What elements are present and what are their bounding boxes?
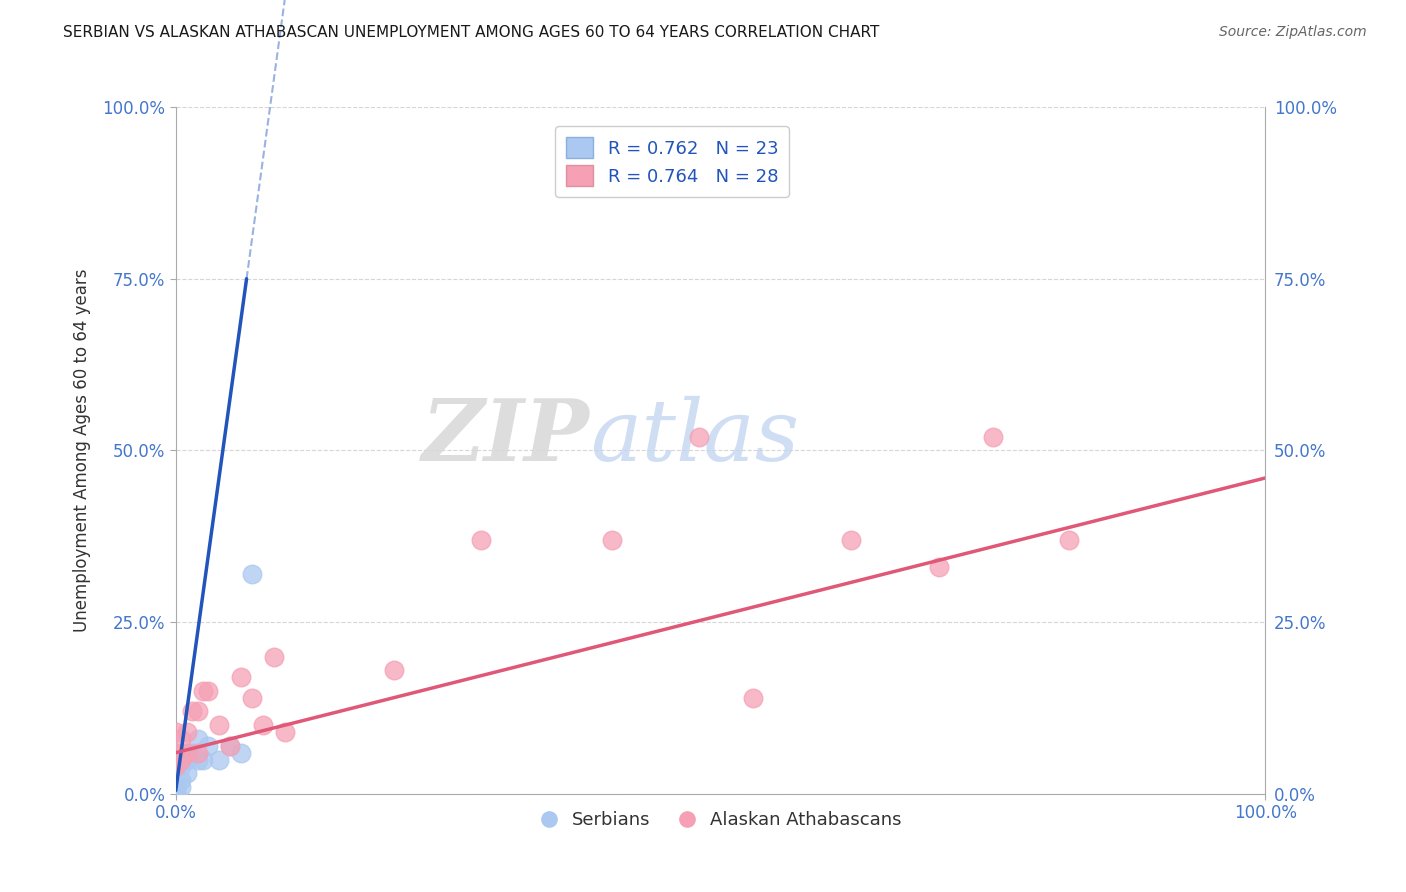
Point [219,739,242,753]
Y-axis label: Unemployment Among Ages 60 to 64 years: Unemployment Among Ages 60 to 64 years [73,268,91,632]
Text: SERBIAN VS ALASKAN ATHABASCAN UNEMPLOYMENT AMONG AGES 60 TO 64 YEARS CORRELATION: SERBIAN VS ALASKAN ATHABASCAN UNEMPLOYME… [63,25,880,40]
Point [176,766,198,780]
Point [181,746,204,760]
Point [176,725,198,739]
Point [165,746,187,760]
Point [742,690,765,705]
Point [176,746,198,760]
Point [170,780,193,794]
Point [382,663,405,677]
Point [928,560,950,574]
Point [274,725,297,739]
Point [165,787,187,801]
Point [165,787,187,801]
Text: ZIP: ZIP [422,395,591,478]
Point [240,567,263,582]
Point [219,739,242,753]
Point [165,783,187,797]
Point [170,731,193,746]
Point [176,753,198,767]
Point [165,787,187,801]
Point [208,753,231,767]
Point [170,753,193,767]
Point [1057,533,1080,547]
Point [186,746,209,760]
Point [170,759,193,773]
Point [176,746,198,760]
Point [688,430,710,444]
Point [186,705,209,719]
Text: Source: ZipAtlas.com: Source: ZipAtlas.com [1219,25,1367,39]
Point [981,430,1004,444]
Point [197,683,219,698]
Point [191,753,214,767]
Point [186,731,209,746]
Point [841,533,863,547]
Point [165,725,187,739]
Point [252,718,274,732]
Point [600,533,623,547]
Point [470,533,492,547]
Point [240,690,263,705]
Point [191,683,214,698]
Point [165,787,187,801]
Point [208,718,231,732]
Legend: Serbians, Alaskan Athabascans: Serbians, Alaskan Athabascans [533,804,908,837]
Point [186,753,209,767]
Point [165,759,187,773]
Point [170,773,193,788]
Point [263,649,285,664]
Point [197,739,219,753]
Point [181,705,204,719]
Point [165,787,187,801]
Point [165,783,187,797]
Point [231,746,253,760]
Point [165,780,187,794]
Point [231,670,253,684]
Text: atlas: atlas [591,395,799,478]
